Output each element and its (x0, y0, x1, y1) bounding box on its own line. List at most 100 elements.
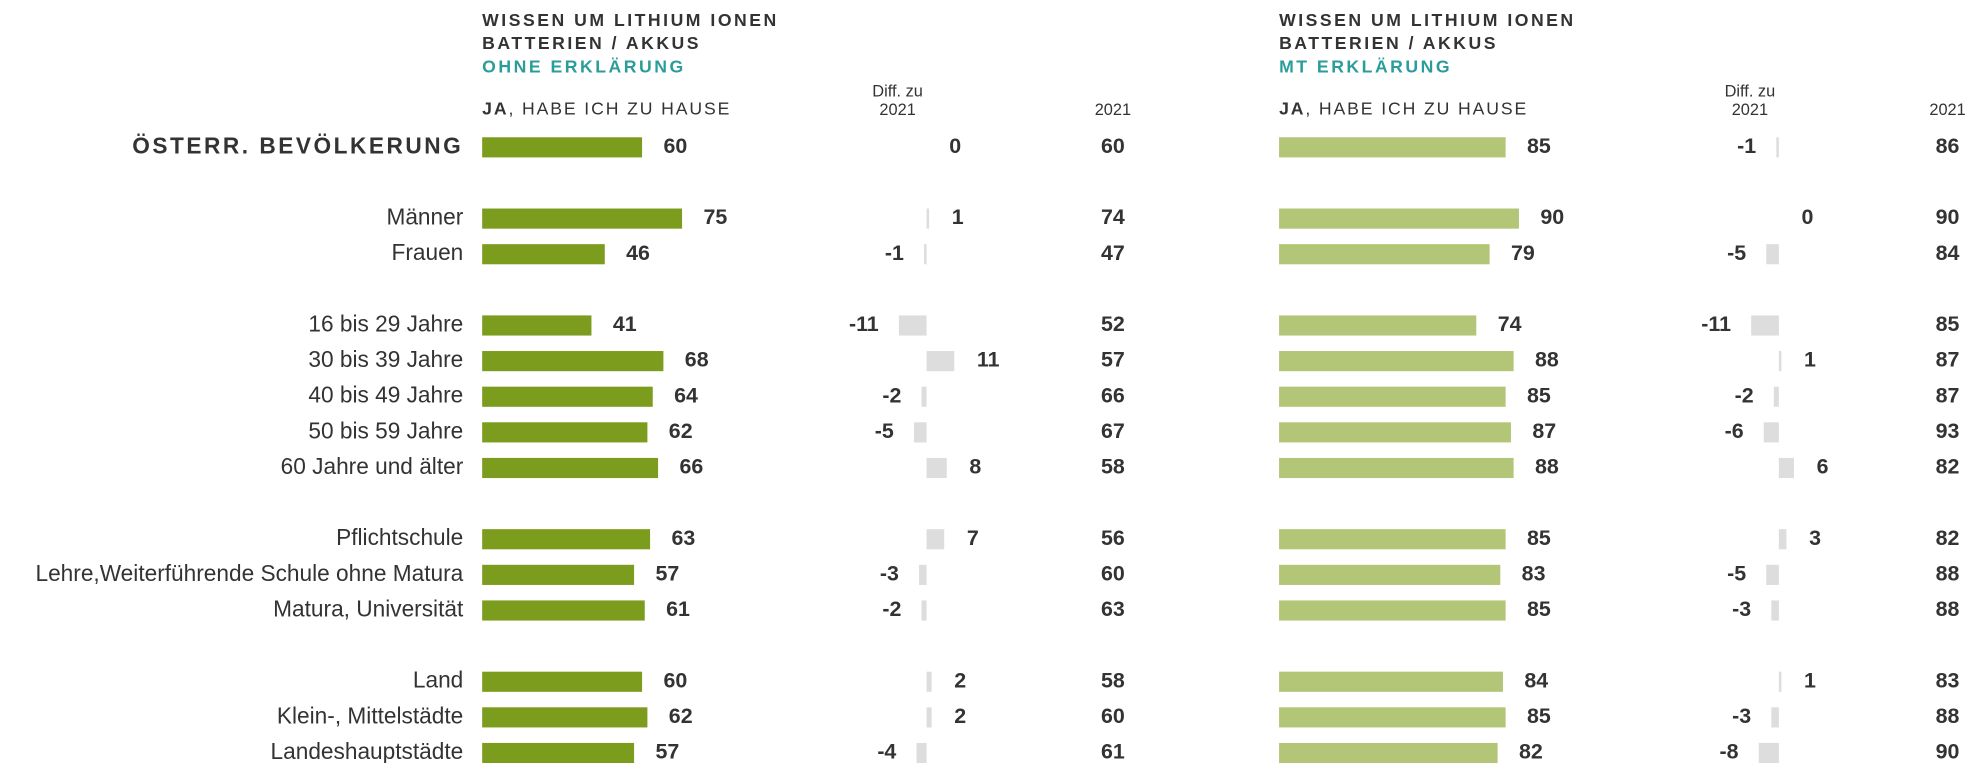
diff-bar (919, 564, 927, 585)
diff-bar (1771, 600, 1779, 621)
row-label: ÖSTERR. BEVÖLKERUNG (132, 132, 463, 158)
bar (482, 315, 592, 336)
value-label: 90 (1540, 205, 1564, 229)
diff-label: 0 (949, 134, 961, 158)
bar (1279, 707, 1506, 728)
row-label: 50 bis 59 Jahre (308, 417, 463, 443)
value-label: 46 (626, 241, 650, 265)
diff-label: -2 (1735, 383, 1754, 407)
prev-label: 56 (1101, 526, 1125, 550)
row-label: 60 Jahre und älter (281, 453, 464, 479)
value-label: 64 (674, 383, 698, 407)
bar (1279, 529, 1506, 550)
bar (482, 422, 648, 443)
panel-subtitle: OHNE ERKLÄRUNG (482, 57, 686, 77)
value-label: 68 (685, 348, 709, 372)
panel-title: WISSEN UM LITHIUM IONEN (482, 10, 779, 30)
diff-label: -4 (877, 740, 896, 763)
bar (482, 600, 645, 621)
bar (1279, 386, 1506, 407)
value-label: 57 (655, 562, 679, 586)
prev-label: 86 (1936, 134, 1960, 158)
row-label: 40 bis 49 Jahre (308, 382, 463, 408)
bar (1279, 137, 1506, 158)
diff-header: Diff. zu (872, 82, 923, 100)
diff-bar (898, 315, 927, 336)
diff-label: -3 (1732, 597, 1751, 621)
diff-label: -5 (1727, 562, 1746, 586)
row-label: Landeshauptstädte (271, 738, 464, 763)
panel-title: BATTERIEN / AKKUS (1279, 33, 1498, 53)
bar (482, 742, 635, 764)
bar (482, 564, 635, 585)
value-label: 85 (1527, 526, 1551, 550)
bar (482, 351, 664, 372)
diff-bar (1763, 422, 1779, 443)
diff-label: 3 (1809, 526, 1821, 550)
diff-label: -1 (885, 241, 904, 265)
bar (482, 386, 653, 407)
diff-label: 7 (967, 526, 979, 550)
value-label: 88 (1535, 348, 1559, 372)
panel-title: BATTERIEN / AKKUS (482, 33, 701, 53)
diff-label: 11 (977, 348, 1000, 372)
bar (1279, 671, 1503, 692)
value-label: 62 (669, 419, 693, 443)
prev-label: 85 (1936, 312, 1960, 336)
row-label: Männer (386, 204, 463, 230)
diff-bar (1776, 137, 1779, 158)
value-label: 85 (1527, 704, 1551, 728)
value-label: 66 (679, 455, 703, 479)
diff-label: -3 (1732, 704, 1751, 728)
diff-bar (921, 600, 927, 621)
diff-label: -3 (880, 562, 899, 586)
prev-label: 84 (1936, 241, 1960, 265)
diff-label: -11 (1701, 312, 1731, 336)
diff-bar (1778, 529, 1787, 550)
diff-label: -2 (882, 597, 901, 621)
prev-label: 87 (1936, 383, 1960, 407)
bar (482, 529, 651, 550)
value-label: 88 (1535, 455, 1559, 479)
bar (1279, 600, 1506, 621)
prev-label: 88 (1936, 562, 1960, 586)
prev-label: 52 (1101, 312, 1125, 336)
diff-bar (926, 707, 932, 728)
bar (482, 244, 605, 265)
prev-label: 61 (1101, 740, 1125, 763)
bar (1279, 564, 1501, 585)
diff-label: 2 (954, 668, 966, 692)
diff-label: -5 (875, 419, 894, 443)
bar (1279, 422, 1511, 443)
bar (1279, 351, 1514, 372)
bar (482, 707, 648, 728)
diff-bar (1773, 386, 1779, 407)
prev-label: 93 (1936, 419, 1960, 443)
prev-label: 60 (1101, 704, 1125, 728)
prev-label: 88 (1936, 597, 1960, 621)
value-label: 63 (671, 526, 695, 550)
value-label: 83 (1522, 562, 1546, 586)
diff-label: -1 (1737, 134, 1756, 158)
bar (1279, 244, 1490, 265)
prev-label: 82 (1936, 526, 1960, 550)
value-label: 60 (663, 668, 687, 692)
prev-label: 57 (1101, 348, 1125, 372)
value-label: 75 (703, 205, 727, 229)
diff-label: 1 (1804, 348, 1816, 372)
bar (482, 137, 643, 158)
diff-bar (926, 208, 930, 229)
bar (482, 671, 643, 692)
diff-label: -2 (882, 383, 901, 407)
bar (482, 208, 683, 229)
prev-label: 58 (1101, 668, 1125, 692)
diff-bar (921, 386, 927, 407)
diff-bar (1751, 315, 1779, 336)
diff-bar (1778, 457, 1794, 479)
column-header: JA, HABE ICH ZU HAUSE (482, 98, 731, 118)
value-label: 85 (1527, 383, 1551, 407)
value-label: 82 (1519, 740, 1543, 763)
diff-bar (1771, 707, 1779, 728)
row-label: 16 bis 29 Jahre (308, 310, 463, 336)
